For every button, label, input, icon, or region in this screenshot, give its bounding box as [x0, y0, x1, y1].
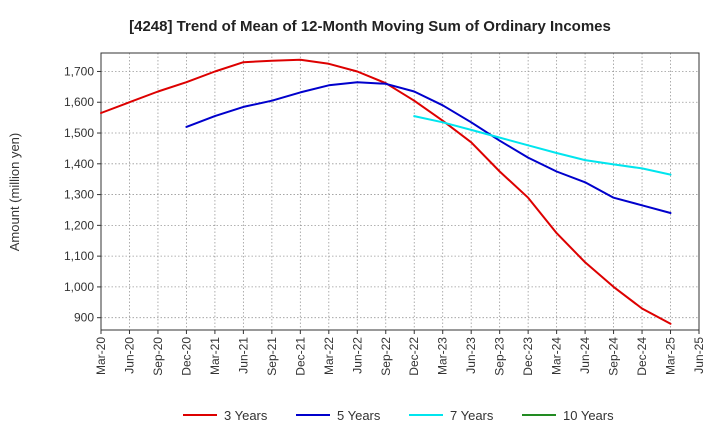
legend-label-3-years: 3 Years — [224, 408, 268, 423]
y-tick-label: 1,300 — [64, 188, 94, 202]
y-tick-label: 1,000 — [64, 280, 94, 294]
x-tick-label: Sep-21 — [265, 337, 279, 376]
x-tick-label: Mar-23 — [436, 337, 450, 375]
x-tick-label: Sep-23 — [493, 337, 507, 376]
y-axis-ticks: 900 1,000 1,100 1,200 1,300 1,400 1,500 1,600 1,… — [64, 64, 101, 325]
x-tick-label: Sep-24 — [607, 337, 621, 376]
legend-label-10-years: 10 Years — [563, 408, 614, 423]
legend-label-7-years: 7 Years — [450, 408, 494, 423]
y-tick-label: 1,100 — [64, 249, 94, 263]
y-tick-label: 1,400 — [64, 157, 94, 171]
x-tick-label: Mar-24 — [550, 337, 564, 375]
x-tick-label: Sep-20 — [151, 337, 165, 376]
x-tick-label: Jun-25 — [692, 337, 706, 374]
y-tick-label: 1,200 — [64, 218, 94, 232]
x-tick-label: Jun-21 — [236, 337, 250, 374]
gridlines — [101, 53, 699, 330]
y-tick-label: 1,500 — [64, 126, 94, 140]
x-tick-label: Dec-22 — [407, 337, 421, 376]
x-axis-ticks: Mar-20 Jun-20 Sep-20 Dec-20 Mar-21 Jun-21 Sep-… — [94, 330, 706, 376]
x-tick-label: Dec-24 — [635, 337, 649, 376]
y-tick-label: 1,600 — [64, 95, 94, 109]
x-tick-label: Dec-23 — [521, 337, 535, 376]
x-tick-label: Jun-22 — [350, 337, 364, 374]
x-tick-label: Mar-25 — [664, 337, 678, 375]
x-tick-label: Jun-20 — [122, 337, 136, 374]
x-tick-label: Jun-23 — [464, 337, 478, 374]
plot-area-border — [100, 52, 700, 331]
y-tick-label: 1,700 — [64, 64, 94, 78]
series-line-5-years — [185, 81, 672, 214]
legend: 3 Years 5 Years 7 Years 10 Years — [183, 408, 614, 423]
x-tick-label: Sep-22 — [379, 337, 393, 376]
x-tick-label: Jun-24 — [578, 337, 592, 374]
chart-title: [4248] Trend of Mean of 12-Month Moving … — [129, 18, 611, 35]
y-axis-label: Amount (million yen) — [7, 133, 22, 252]
legend-label-5-years: 5 Years — [337, 408, 381, 423]
x-tick-label: Mar-21 — [208, 337, 222, 375]
x-tick-label: Mar-22 — [322, 337, 336, 375]
x-tick-label: Dec-21 — [293, 337, 307, 376]
x-tick-label: Mar-20 — [94, 337, 108, 375]
series-line-7-years — [413, 115, 672, 176]
y-tick-label: 900 — [74, 311, 94, 325]
series-layer — [100, 58, 672, 325]
x-tick-label: Dec-20 — [179, 337, 193, 376]
